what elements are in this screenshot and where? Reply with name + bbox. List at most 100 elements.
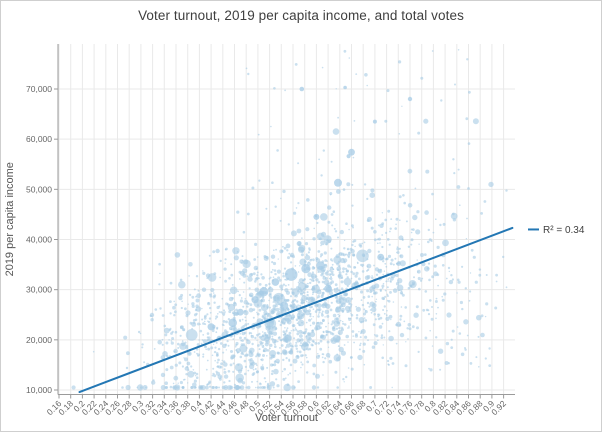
data-point (297, 202, 300, 205)
data-point (218, 386, 220, 389)
data-point (266, 386, 270, 389)
data-point (328, 277, 331, 280)
data-point (190, 365, 193, 368)
data-point (283, 332, 287, 335)
data-point (416, 326, 419, 330)
data-point (186, 361, 191, 366)
data-point (187, 382, 189, 384)
data-point (143, 361, 146, 364)
data-point (248, 273, 253, 277)
data-point (204, 314, 207, 318)
r-squared-label: R² = 0.34 (543, 225, 585, 236)
data-point (323, 279, 330, 286)
data-point (452, 158, 455, 161)
data-point (273, 269, 277, 272)
data-point (340, 294, 343, 297)
data-point (345, 297, 352, 304)
data-point (243, 259, 249, 265)
data-point (164, 333, 168, 337)
data-point (191, 304, 195, 308)
data-point (385, 316, 390, 321)
data-point (292, 358, 298, 364)
data-point (281, 370, 284, 373)
data-point (326, 340, 330, 344)
data-point (171, 337, 175, 340)
data-point (402, 194, 405, 197)
data-point (326, 314, 330, 318)
data-point (193, 322, 195, 325)
data-point (216, 353, 219, 357)
data-point (217, 347, 221, 351)
data-point (374, 283, 380, 289)
data-point (181, 300, 183, 303)
data-point (284, 327, 286, 329)
data-point (234, 346, 237, 348)
data-point (387, 280, 390, 282)
data-point (304, 254, 311, 261)
data-point (125, 366, 129, 370)
data-point (235, 341, 239, 346)
data-point (206, 332, 210, 335)
data-point (327, 346, 330, 348)
data-point (377, 339, 379, 342)
data-point (256, 312, 260, 316)
data-point (169, 281, 173, 285)
data-point (335, 308, 340, 313)
data-point (377, 317, 381, 321)
data-point (312, 316, 314, 318)
data-point (185, 373, 188, 376)
data-point (437, 348, 444, 354)
data-point (407, 286, 411, 290)
data-point (274, 345, 277, 349)
data-point (269, 347, 271, 350)
data-point (258, 335, 262, 339)
data-point (271, 181, 274, 184)
data-point (466, 217, 468, 220)
data-point (348, 327, 350, 329)
data-point (297, 304, 299, 307)
data-point (241, 318, 244, 321)
data-point (258, 332, 261, 336)
data-point (333, 255, 342, 264)
data-point (307, 348, 310, 351)
data-point (388, 330, 391, 333)
data-point (354, 274, 358, 278)
data-point (320, 174, 323, 177)
data-point (282, 272, 285, 275)
data-point (257, 344, 260, 347)
data-point (293, 386, 296, 389)
data-point (461, 307, 464, 311)
data-point (342, 258, 344, 260)
data-point (456, 292, 458, 294)
data-point (349, 356, 353, 359)
data-point (210, 293, 213, 296)
data-point (180, 293, 184, 297)
data-point (285, 377, 287, 380)
data-point (339, 296, 341, 298)
data-point (294, 63, 298, 66)
data-point (207, 320, 211, 324)
data-point (369, 286, 375, 292)
data-point (297, 162, 300, 165)
data-point (279, 347, 281, 349)
data-point (262, 364, 264, 366)
data-point (338, 271, 342, 275)
data-point (317, 271, 320, 274)
data-point (304, 328, 308, 331)
data-point (350, 313, 352, 315)
data-point (298, 283, 300, 285)
data-point (216, 365, 219, 368)
data-point (232, 327, 238, 333)
data-point (320, 253, 324, 257)
data-point (364, 310, 367, 312)
data-point (271, 268, 274, 271)
data-point (342, 270, 345, 273)
data-point (267, 313, 271, 317)
data-point (320, 244, 322, 247)
data-point (401, 293, 405, 297)
data-point (276, 149, 279, 152)
data-point (224, 343, 228, 346)
data-point (269, 315, 273, 319)
data-point (358, 331, 360, 333)
data-point (281, 288, 284, 290)
